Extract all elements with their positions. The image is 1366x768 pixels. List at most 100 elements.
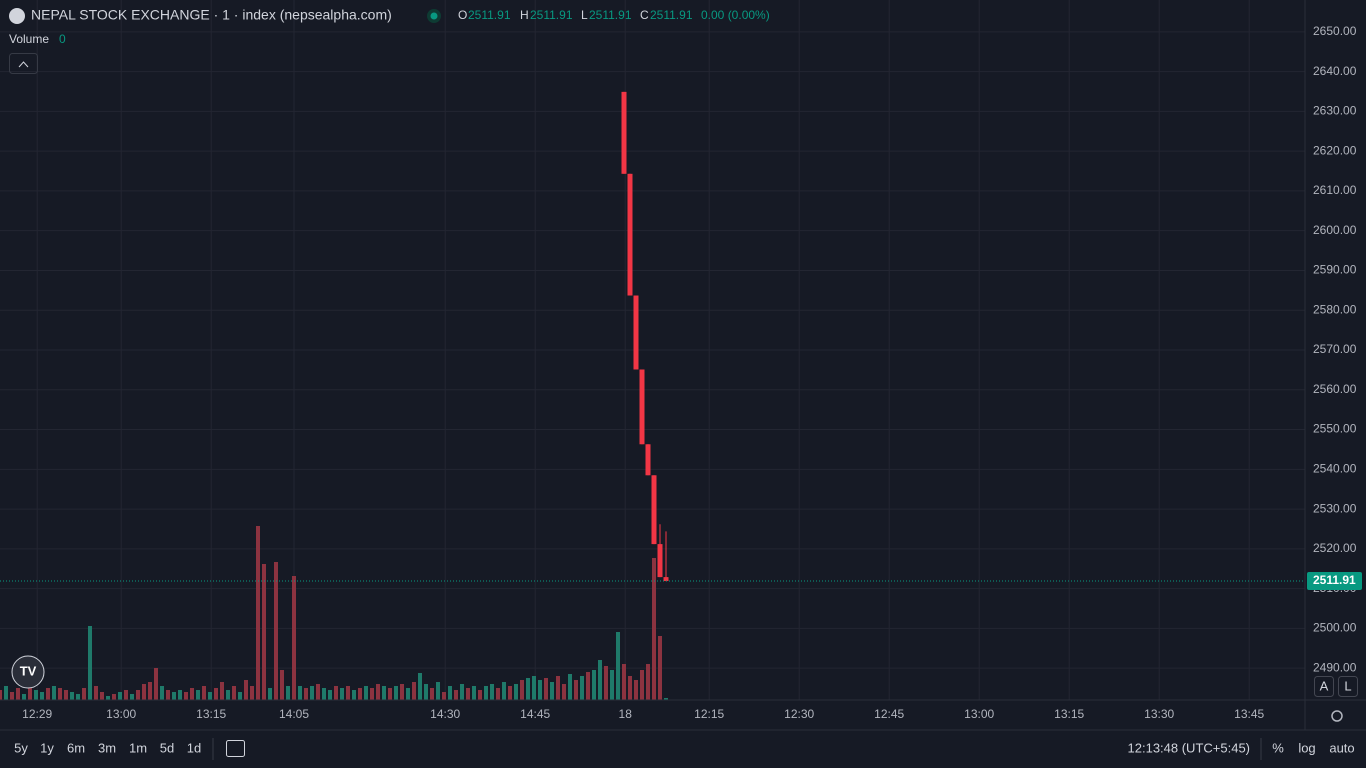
volume-bar: [70, 692, 74, 700]
volume-bar: [250, 686, 254, 700]
volume-bar: [316, 684, 320, 700]
volume-bar: [628, 676, 632, 700]
volume-bar: [226, 690, 230, 700]
volume-bar: [154, 668, 158, 700]
volume-bar: [538, 680, 542, 700]
y-tick-label: 2520.00: [1313, 541, 1357, 555]
volume-bar: [268, 688, 272, 700]
y-tick-label: 2610.00: [1313, 183, 1357, 197]
volume-bar: [664, 698, 668, 700]
volume-bar: [508, 686, 512, 700]
settings-icon[interactable]: [1331, 710, 1343, 722]
volume-bar: [82, 688, 86, 700]
symbol-title[interactable]: NEPAL STOCK EXCHANGE · 1 · index (nepsea…: [31, 7, 392, 23]
log-button-label: L: [1344, 678, 1351, 693]
volume-bar: [184, 692, 188, 700]
y-tick-label: 2500.00: [1313, 621, 1357, 635]
volume-bar: [472, 686, 476, 700]
x-tick-label: 13:00: [964, 707, 994, 721]
candle-body: [627, 173, 633, 296]
last-price-label: 2511.91: [1313, 573, 1356, 587]
auto-button-label: A: [1320, 678, 1329, 693]
volume-bar: [616, 632, 620, 700]
volume-bar: [172, 692, 176, 700]
candle-body: [657, 544, 663, 578]
x-tick-label: 13:30: [1144, 707, 1174, 721]
volume-bar: [76, 694, 80, 700]
volume-bar: [400, 684, 404, 700]
toolbar: 5y 1y 6m 3m 1m 5d 1d: [14, 740, 201, 755]
volume-bar: [130, 694, 134, 700]
volume-bar: [526, 678, 530, 700]
range-button[interactable]: 6m: [67, 740, 85, 755]
volume-bar: [634, 680, 638, 700]
candles: [0, 91, 1305, 582]
volume-bar: [562, 684, 566, 700]
volume-bar: [658, 636, 662, 700]
volume-bar: [550, 682, 554, 700]
volume-bar: [34, 690, 38, 700]
y-tick-label: 2560.00: [1313, 382, 1357, 396]
x-tick-label: 13:45: [1234, 707, 1264, 721]
status-dot: [430, 12, 438, 20]
tv-logo-text: TV: [20, 663, 37, 678]
auto-toggle[interactable]: auto: [1329, 740, 1354, 755]
range-button[interactable]: 3m: [98, 740, 116, 755]
volume-bar: [214, 688, 218, 700]
tv-logo[interactable]: [11, 655, 45, 689]
candle-body: [651, 475, 657, 545]
volume-bar: [28, 686, 32, 700]
x-tick-label: 12:15: [694, 707, 724, 721]
chevron-icon: [18, 61, 29, 68]
auto-button[interactable]: [1314, 676, 1334, 697]
x-tick-label: 12:29: [22, 707, 52, 721]
volume-bar: [544, 678, 548, 700]
volume-bar: [574, 680, 578, 700]
volume-bar: [352, 690, 356, 700]
range-button[interactable]: 1m: [129, 740, 147, 755]
clock[interactable]: 12:13:48 (UTC+5:45): [1128, 740, 1250, 755]
range-button[interactable]: 1y: [40, 740, 54, 755]
volume-bar: [0, 690, 2, 700]
volume-bar: [442, 692, 446, 700]
collapse-button[interactable]: [9, 53, 38, 74]
range-button[interactable]: 5y: [14, 740, 28, 755]
volume-bar: [484, 686, 488, 700]
volume-bar: [388, 688, 392, 700]
volume-bar: [520, 680, 524, 700]
percent-toggle[interactable]: %: [1272, 740, 1284, 755]
volume-bar: [412, 682, 416, 700]
log-toggle[interactable]: log: [1298, 740, 1315, 755]
volume-bar: [298, 686, 302, 700]
volume-bar: [382, 686, 386, 700]
volume-bar: [496, 688, 500, 700]
y-tick-label: 2650.00: [1313, 24, 1357, 38]
volume-bar: [436, 682, 440, 700]
volume-bar: [502, 682, 506, 700]
y-tick-label: 2530.00: [1313, 501, 1357, 515]
x-tick-label: 13:15: [196, 707, 226, 721]
volume-bar: [610, 670, 614, 700]
volume-bar: [286, 686, 290, 700]
volume-bar: [556, 676, 560, 700]
volume-bar: [646, 664, 650, 700]
volume-bar: [376, 684, 380, 700]
x-tick-label: 14:30: [430, 707, 460, 721]
volume-bar: [532, 676, 536, 700]
log-button[interactable]: [1338, 676, 1358, 697]
legend-label: O: [458, 8, 467, 22]
volume-bar: [148, 682, 152, 700]
range-button[interactable]: 1d: [187, 740, 201, 755]
volume-bar: [106, 696, 110, 700]
volume-bar: [112, 694, 116, 700]
volume-value: 0: [59, 32, 66, 46]
goto-date-icon[interactable]: [226, 740, 245, 757]
range-button[interactable]: 5d: [160, 740, 174, 755]
last-price-tag: [1307, 572, 1362, 591]
volume-bar: [262, 564, 266, 700]
candle-body: [645, 444, 651, 476]
y-tick-label: 2590.00: [1313, 263, 1357, 277]
